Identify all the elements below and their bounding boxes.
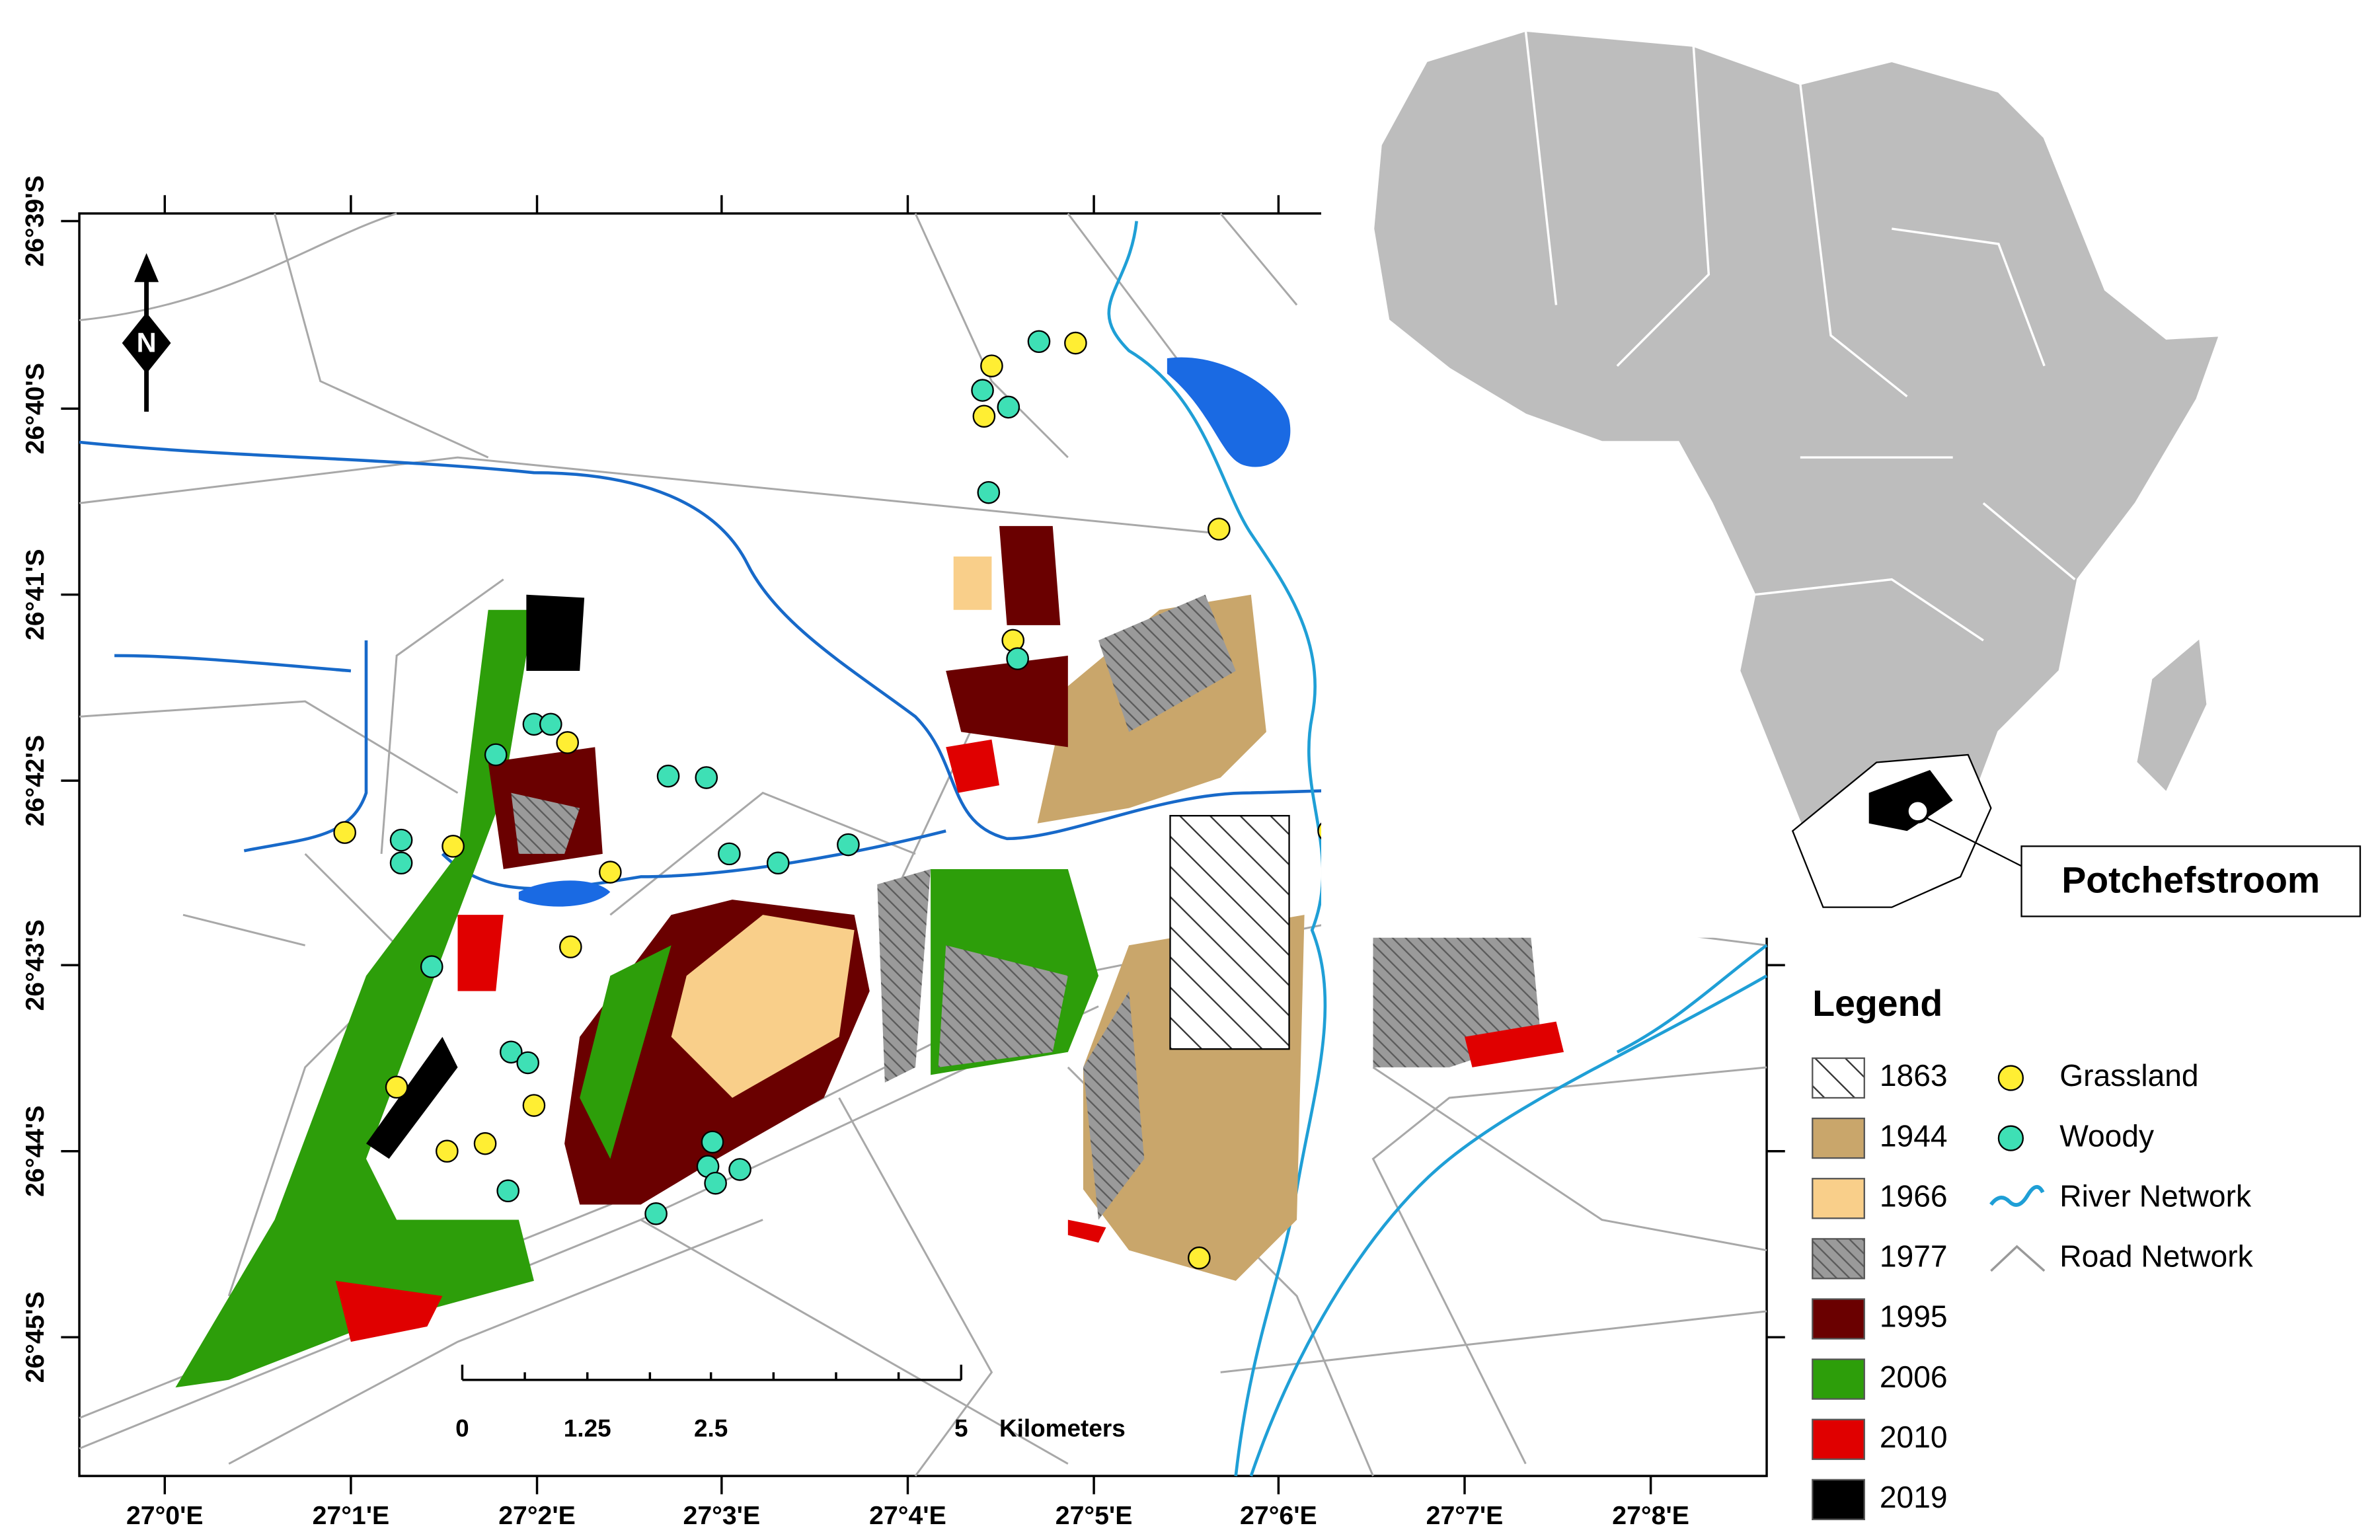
legend-label: 1995	[1880, 1299, 1948, 1334]
scale-label: 0	[455, 1415, 469, 1442]
lat-label: 26°40'S	[20, 363, 50, 454]
lon-label: 27°8'E	[1612, 1501, 1689, 1530]
scale-bar	[461, 1364, 962, 1381]
lat-label: 26°43'S	[20, 919, 50, 1011]
scale-unit: Kilometers	[999, 1415, 1126, 1442]
legend-swatch	[1812, 1178, 1865, 1219]
legend-swatch	[1812, 1418, 1865, 1460]
lat-label: 26°45'S	[20, 1291, 50, 1383]
town-marker	[1905, 798, 1931, 824]
lon-label: 27°0'E	[126, 1501, 204, 1530]
town-label-box	[2020, 845, 2361, 917]
lon-label: 27°3'E	[683, 1501, 761, 1530]
lat-label: 26°39'S	[20, 175, 50, 266]
africa-outline	[1371, 29, 2222, 909]
legend-label: 1966	[1880, 1178, 1948, 1213]
legend-label: Woody	[2059, 1118, 2154, 1153]
lon-label: 27°1'E	[313, 1501, 390, 1530]
legend-label: 2010	[1880, 1420, 1948, 1454]
legend-river	[1989, 1185, 2045, 1207]
legend-swatch	[1812, 1479, 1865, 1521]
legend-swatch	[1812, 1057, 1865, 1099]
lon-label: 27°5'E	[1056, 1501, 1133, 1530]
legend-swatch	[1812, 1238, 1865, 1280]
legend-road	[1990, 1245, 2046, 1272]
scale-label: 1.25	[564, 1415, 611, 1442]
callout-line	[1925, 816, 2022, 867]
legend-label: 2019	[1880, 1480, 1948, 1514]
legend-label: Road Network	[2059, 1239, 2253, 1274]
legend-grassland	[1997, 1065, 2024, 1091]
legend-swatch	[1812, 1358, 1865, 1400]
legend-swatch	[1812, 1117, 1865, 1159]
north-label: N	[137, 327, 157, 358]
scale-label: 2.5	[694, 1415, 728, 1442]
legend-label: 2006	[1880, 1360, 1948, 1394]
sample-sites	[333, 330, 1340, 1270]
lon-label: 27°7'E	[1426, 1501, 1504, 1530]
country-borders	[1524, 30, 2076, 642]
lat-label: 26°41'S	[20, 549, 50, 640]
town-label: Potchefstroom	[2061, 859, 2320, 900]
lon-label: 27°6'E	[1240, 1501, 1317, 1530]
legend-label: River Network	[2059, 1178, 2252, 1213]
legend-woody	[1997, 1125, 2024, 1151]
north-arrow: N	[122, 252, 171, 412]
lon-label: 27°4'E	[869, 1501, 946, 1530]
river-network	[79, 221, 1768, 1477]
legend-label: 1944	[1880, 1118, 1948, 1153]
lon-label: 27°2'E	[498, 1501, 576, 1530]
lat-label: 26°44'S	[20, 1106, 50, 1197]
legend-label: 1863	[1880, 1058, 1948, 1093]
north-west-province	[1868, 770, 1953, 831]
legend-label: Grassland	[2059, 1058, 2198, 1093]
legend-swatch	[1812, 1298, 1865, 1340]
lat-label: 26°42'S	[20, 735, 50, 826]
scale-label: 5	[954, 1415, 968, 1442]
legend-title: Legend	[1812, 983, 1942, 1024]
legend-label: 1977	[1880, 1239, 1948, 1274]
